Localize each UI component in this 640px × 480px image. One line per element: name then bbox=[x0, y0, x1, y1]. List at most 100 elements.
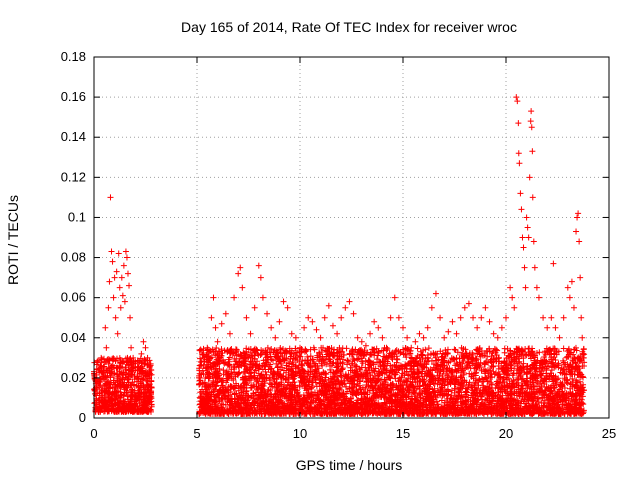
data-point bbox=[572, 344, 579, 351]
data-point bbox=[98, 363, 105, 370]
data-point bbox=[123, 383, 130, 390]
data-point bbox=[122, 355, 129, 362]
data-point bbox=[138, 389, 145, 396]
data-point bbox=[136, 405, 143, 412]
data-point bbox=[127, 396, 134, 403]
data-point bbox=[114, 371, 121, 378]
data-point bbox=[122, 404, 129, 411]
data-point bbox=[97, 362, 104, 369]
data-point bbox=[501, 345, 508, 352]
data-point bbox=[113, 407, 120, 414]
data-point bbox=[120, 381, 127, 388]
data-point bbox=[139, 376, 146, 383]
data-point bbox=[580, 345, 587, 352]
data-point bbox=[95, 366, 102, 373]
data-point bbox=[264, 344, 271, 351]
data-point bbox=[111, 371, 118, 378]
data-point bbox=[125, 408, 132, 415]
data-point bbox=[116, 355, 123, 362]
data-point bbox=[121, 400, 128, 407]
data-point bbox=[100, 408, 107, 415]
data-point bbox=[414, 345, 421, 352]
data-point bbox=[145, 381, 152, 388]
data-point bbox=[102, 381, 109, 388]
data-point bbox=[145, 361, 152, 368]
data-point bbox=[101, 392, 108, 399]
data-point bbox=[95, 405, 102, 412]
data-point bbox=[115, 392, 122, 399]
data-point bbox=[343, 345, 350, 352]
data-point bbox=[438, 397, 445, 404]
data-point bbox=[119, 360, 126, 367]
data-point bbox=[141, 398, 148, 405]
data-point bbox=[113, 364, 120, 371]
data-point bbox=[98, 394, 105, 401]
data-point bbox=[123, 371, 130, 378]
data-point bbox=[131, 400, 138, 407]
data-point bbox=[148, 401, 155, 408]
data-point bbox=[102, 367, 109, 374]
data-point bbox=[196, 381, 203, 388]
data-point bbox=[93, 396, 100, 403]
data-point bbox=[286, 366, 293, 373]
data-point bbox=[95, 357, 102, 364]
data-point bbox=[140, 403, 147, 410]
data-point bbox=[118, 370, 125, 377]
data-point bbox=[98, 389, 105, 396]
data-point bbox=[425, 345, 432, 352]
data-point bbox=[451, 346, 458, 353]
data-point bbox=[213, 345, 220, 352]
data-point bbox=[106, 384, 113, 391]
data-point bbox=[96, 369, 103, 376]
data-point bbox=[444, 395, 451, 402]
data-point bbox=[108, 368, 115, 375]
data-point bbox=[143, 408, 150, 415]
data-point bbox=[148, 388, 155, 395]
data-point bbox=[101, 375, 108, 382]
data-point bbox=[144, 370, 151, 377]
data-point bbox=[104, 405, 111, 412]
data-point bbox=[102, 387, 109, 394]
data-points bbox=[91, 94, 588, 417]
data-point bbox=[110, 379, 117, 386]
data-point bbox=[120, 392, 127, 399]
data-point bbox=[489, 363, 496, 370]
data-point bbox=[197, 362, 204, 369]
data-point bbox=[119, 358, 126, 365]
data-point bbox=[142, 395, 149, 402]
data-point bbox=[139, 357, 146, 364]
data-point bbox=[135, 383, 142, 390]
data-point bbox=[394, 356, 401, 363]
data-point bbox=[131, 408, 138, 415]
data-point bbox=[102, 404, 109, 411]
data-point bbox=[111, 388, 118, 395]
data-point bbox=[112, 358, 119, 365]
data-point bbox=[109, 362, 116, 369]
data-point bbox=[129, 379, 136, 386]
data-point bbox=[101, 358, 108, 365]
data-point bbox=[101, 383, 108, 390]
data-point bbox=[119, 376, 126, 383]
data-point bbox=[131, 373, 138, 380]
chart-title: Day 165 of 2014, Rate Of TEC Index for r… bbox=[181, 19, 517, 35]
data-point bbox=[139, 405, 146, 412]
data-point bbox=[105, 360, 112, 367]
data-point bbox=[266, 374, 273, 381]
data-point bbox=[139, 382, 146, 389]
data-point bbox=[144, 378, 151, 385]
data-point bbox=[102, 398, 109, 405]
data-point bbox=[105, 355, 112, 362]
data-point bbox=[488, 374, 495, 381]
data-point bbox=[117, 397, 124, 404]
data-point bbox=[125, 362, 132, 369]
data-point bbox=[270, 375, 277, 382]
data-point bbox=[125, 376, 132, 383]
data-point bbox=[143, 377, 150, 384]
data-point bbox=[110, 403, 117, 410]
data-point bbox=[122, 364, 129, 371]
data-point bbox=[448, 392, 455, 399]
data-point bbox=[145, 394, 152, 401]
data-point bbox=[109, 398, 116, 405]
data-point bbox=[493, 346, 500, 353]
